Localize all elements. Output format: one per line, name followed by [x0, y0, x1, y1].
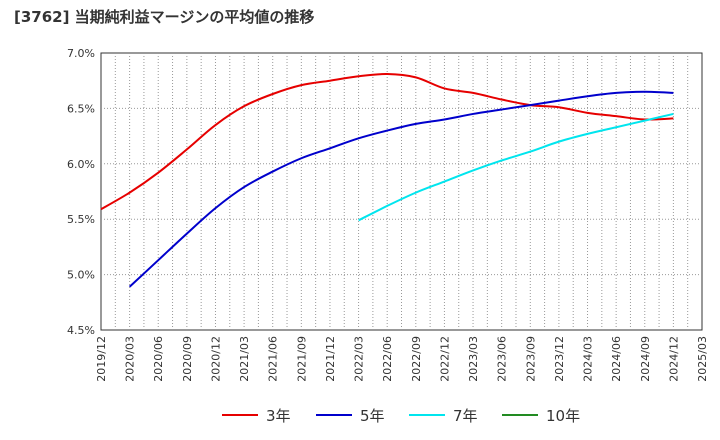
x-tick-label: 2022/03 [353, 336, 366, 382]
chart-title: [3762] 当期純利益マージンの平均値の推移 [14, 8, 315, 26]
x-tick-label: 2021/09 [295, 336, 308, 382]
legend-swatch [222, 414, 258, 416]
legend-swatch [502, 414, 538, 416]
y-tick-label: 5.5% [67, 213, 95, 226]
x-tick-label: 2024/06 [610, 336, 623, 382]
series-line-3 [358, 112, 674, 222]
x-tick-label: 2025/03 [696, 336, 709, 382]
x-tick-label: 2021/12 [324, 336, 337, 382]
legend-swatch [316, 414, 352, 416]
x-tick-label: 2020/12 [209, 336, 222, 382]
x-tick-label: 2022/12 [438, 336, 451, 382]
x-tick-label: 2024/03 [582, 336, 595, 382]
legend-label: 3年 [266, 406, 291, 425]
x-tick-label: 2020/06 [152, 336, 165, 382]
x-tick-label: 2020/03 [124, 336, 137, 382]
legend-label: 10年 [546, 406, 581, 425]
x-tick-label: 2024/12 [667, 336, 680, 382]
y-tick-label: 6.5% [67, 102, 95, 115]
x-tick-label: 2023/03 [467, 336, 480, 382]
x-tick-label: 2022/09 [410, 336, 423, 382]
legend-swatch [409, 414, 445, 416]
x-tick-label: 2024/09 [639, 336, 652, 382]
legend-item: 5年 [316, 403, 385, 427]
y-tick-label: 6.0% [67, 158, 95, 171]
legend: 3年 5年 7年 10年 [0, 403, 720, 427]
legend-label: 7年 [453, 406, 478, 425]
y-tick-label: 4.5% [67, 324, 95, 337]
legend-label: 5年 [360, 406, 385, 425]
x-tick-label: 2021/06 [267, 336, 280, 382]
x-tick-label: 2021/03 [238, 336, 251, 382]
series-line-1 [100, 73, 674, 211]
y-tick-label: 5.0% [67, 269, 95, 282]
legend-item: 10年 [502, 403, 580, 427]
y-tick-label: 7.0% [67, 47, 95, 60]
x-tick-label: 2023/12 [553, 336, 566, 382]
x-tick-label: 2020/09 [181, 336, 194, 382]
series-line-2 [128, 90, 674, 288]
legend-item: 3年 [222, 403, 291, 427]
x-tick-label: 2023/09 [524, 336, 537, 382]
legend-item: 7年 [409, 403, 478, 427]
x-tick-label: 2019/12 [95, 336, 108, 382]
x-tick-label: 2023/06 [496, 336, 509, 382]
x-tick-label: 2022/06 [381, 336, 394, 382]
